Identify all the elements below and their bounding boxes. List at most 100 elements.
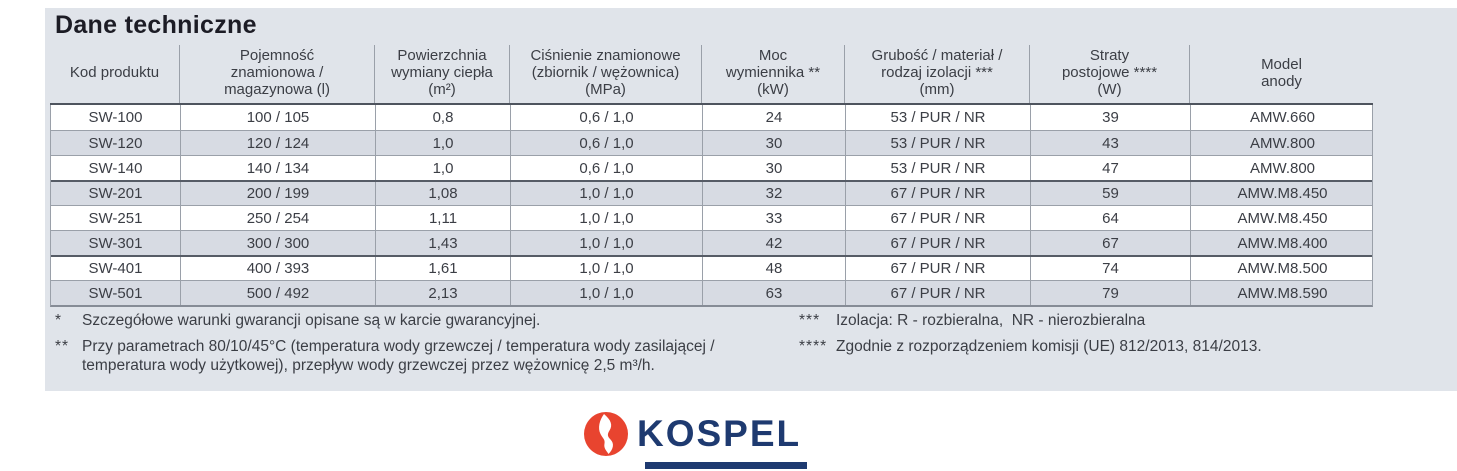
- table-cell: 140 / 134: [181, 156, 376, 180]
- table-cell: 250 / 254: [181, 206, 376, 230]
- table-cell: 1,0 / 1,0: [511, 281, 703, 305]
- table-cell: 0,6 / 1,0: [511, 105, 703, 130]
- table-cell: 59: [1031, 182, 1191, 205]
- table-cell: 33: [703, 206, 846, 230]
- kospel-logo-text: KOSPEL: [637, 413, 802, 454]
- table-cell: 1,08: [376, 182, 511, 205]
- table-cell: 67 / PUR / NR: [846, 281, 1031, 305]
- header-kod-produktu: Kod produktu: [50, 45, 180, 103]
- footnote-text: Zgodnie z rozporządzeniem komisji (UE) 8…: [836, 338, 1262, 355]
- footnote-item: **** Zgodnie z rozporządzeniem komisji (…: [799, 337, 1439, 356]
- table-row: SW-501 500 / 492 2,13 1,0 / 1,0 63 67 / PUR /…: [51, 280, 1372, 305]
- kospel-logo-bar: [645, 462, 807, 469]
- table-cell: 32: [703, 182, 846, 205]
- table-header-row: Kod produktu Pojemność znamionowa / maga…: [50, 45, 1373, 105]
- table-cell: 67 / PUR / NR: [846, 231, 1031, 255]
- table-cell: 64: [1031, 206, 1191, 230]
- table-cell: 67 / PUR / NR: [846, 206, 1031, 230]
- table-cell: 67 / PUR / NR: [846, 257, 1031, 280]
- footnote-marker: **: [55, 338, 70, 355]
- table-cell: SW-251: [51, 206, 181, 230]
- header-moc-wymiennika: Moc wymiennika ** (kW): [702, 45, 845, 103]
- table-cell: SW-120: [51, 131, 181, 155]
- table-cell: 1,0 / 1,0: [511, 182, 703, 205]
- table-cell: 100 / 105: [181, 105, 376, 130]
- technical-data-table: Kod produktu Pojemność znamionowa / maga…: [50, 45, 1373, 307]
- footnote-marker: ****: [799, 338, 828, 355]
- table-cell: AMW.M8.590: [1237, 284, 1328, 302]
- table-cell: AMW.660: [1249, 109, 1316, 126]
- table-cell: SW-201: [51, 182, 181, 205]
- table-cell: 79: [1031, 281, 1191, 305]
- header-izolacja: Grubość / materiał / rodzaj izolacji ***…: [845, 45, 1030, 103]
- table-cell: 67 / PUR / NR: [846, 182, 1031, 205]
- table-cell: 43: [1031, 131, 1191, 155]
- table-cell: 1,11: [376, 206, 511, 230]
- header-powierzchnia: Powierzchnia wymiany ciepła (m²): [375, 45, 510, 103]
- table-cell: 200 / 199: [181, 182, 376, 205]
- table-cell: AMW.M8.450: [1237, 209, 1328, 227]
- footnote-item: * Szczegółowe warunki gwarancji opisane …: [55, 311, 785, 330]
- table-cell: 47: [1031, 156, 1191, 180]
- header-pojemnosc: Pojemność znamionowa / magazynowa (l): [180, 45, 375, 103]
- table-cell: 300 / 300: [181, 231, 376, 255]
- table-cell: 67: [1031, 231, 1191, 255]
- table-cell: 48: [703, 257, 846, 280]
- footnote-marker: ***: [799, 312, 821, 329]
- kospel-logo: KOSPEL: [583, 410, 807, 469]
- table-cell: SW-401: [51, 257, 181, 280]
- table-cell: 400 / 393: [181, 257, 376, 280]
- table-cell: 1,0 / 1,0: [511, 206, 703, 230]
- table-row: SW-251 250 / 254 1,11 1,0 / 1,0 33 67 / PUR /…: [51, 205, 1372, 230]
- table-cell: 30: [703, 131, 846, 155]
- table-body: SW-100 100 / 105 0,8 0,6 / 1,0 24 53 / PUR / …: [50, 105, 1373, 307]
- table-cell: 24: [703, 105, 846, 130]
- table-cell: 53 / PUR / NR: [846, 156, 1031, 180]
- table-cell: AMW.M8.450: [1237, 185, 1328, 202]
- table-cell: 120 / 124: [181, 131, 376, 155]
- table-row: SW-140 140 / 134 1,0 0,6 / 1,0 30 53 / PUR / …: [51, 155, 1372, 180]
- table-row: SW-301 300 / 300 1,43 1,0 / 1,0 42 67 / PUR /…: [51, 230, 1372, 255]
- footnote-text: Izolacja: R - rozbieralna, NR - nierozbi…: [836, 312, 1146, 329]
- table-cell: 1,43: [376, 231, 511, 255]
- table-row: SW-201 200 / 199 1,08 1,0 / 1,0 32 67 / PUR /…: [51, 180, 1372, 205]
- footnote-text: Przy parametrach 80/10/45°C (temperatura…: [82, 338, 715, 374]
- table-cell: 0,8: [376, 105, 511, 130]
- footnote-text: Szczegółowe warunki gwarancji opisane są…: [82, 312, 541, 329]
- table-cell: 1,0 / 1,0: [511, 257, 703, 280]
- table-cell: 2,13: [376, 281, 511, 305]
- footnotes-right: *** Izolacja: R - rozbieralna, NR - nier…: [799, 311, 1439, 363]
- table-cell: 53 / PUR / NR: [846, 131, 1031, 155]
- table-cell: 74: [1031, 257, 1191, 280]
- table-cell: 1,0: [376, 156, 511, 180]
- table-cell: AMW.M8.400: [1237, 234, 1328, 252]
- table-cell: 0,6 / 1,0: [511, 131, 703, 155]
- footnote-marker: *: [55, 312, 63, 329]
- footnotes-left: * Szczegółowe warunki gwarancji opisane …: [55, 311, 785, 382]
- table-cell: 42: [703, 231, 846, 255]
- footnote-item: *** Izolacja: R - rozbieralna, NR - nier…: [799, 311, 1439, 330]
- table-cell: 1,0 / 1,0: [511, 231, 703, 255]
- kospel-flame-icon: [584, 412, 628, 456]
- table-cell: AMW.800: [1249, 159, 1316, 177]
- header-model-anody: Model anody: [1261, 55, 1302, 90]
- table-cell: 30: [703, 156, 846, 180]
- table-cell: SW-501: [51, 281, 181, 305]
- table-row: SW-100 100 / 105 0,8 0,6 / 1,0 24 53 / PUR / …: [51, 105, 1372, 130]
- table-cell: 63: [703, 281, 846, 305]
- table-cell: 1,0: [376, 131, 511, 155]
- table-cell: SW-140: [51, 156, 181, 180]
- table-cell: 1,61: [376, 257, 511, 280]
- table-row: SW-401 400 / 393 1,61 1,0 / 1,0 48 67 / PUR /…: [51, 255, 1372, 280]
- table-cell: 53 / PUR / NR: [846, 105, 1031, 130]
- header-straty: Straty postojowe **** (W): [1030, 45, 1190, 103]
- table-cell: AMW.800: [1249, 134, 1316, 152]
- table-cell: 39: [1031, 105, 1191, 130]
- header-cisnienie: Ciśnienie znamionowe (zbiornik / wężowni…: [510, 45, 702, 103]
- table-cell: 500 / 492: [181, 281, 376, 305]
- table-cell: 0,6 / 1,0: [511, 156, 703, 180]
- table-cell: SW-100: [51, 105, 181, 130]
- table-cell: AMW.M8.500: [1237, 260, 1328, 277]
- page-title: Dane techniczne: [55, 11, 257, 39]
